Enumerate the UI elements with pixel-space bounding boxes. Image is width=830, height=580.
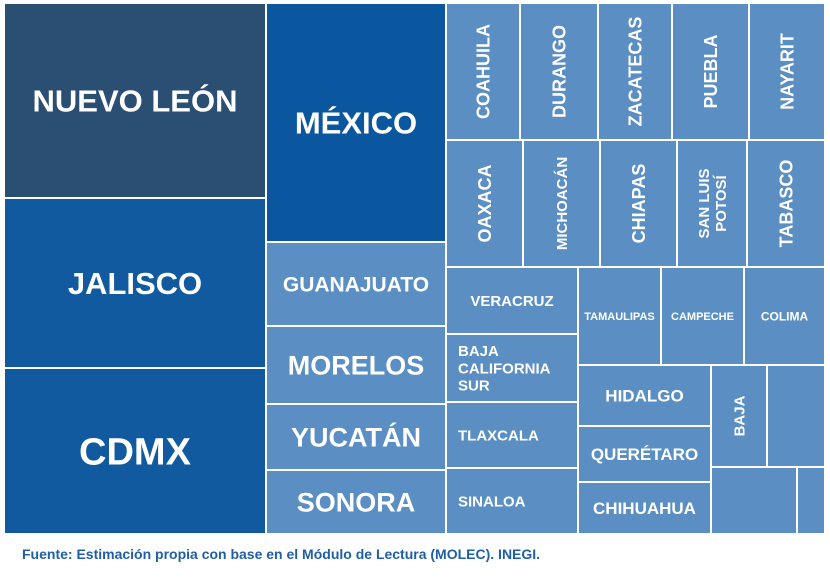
treemap-rect-unlabeled-25 [766, 364, 826, 468]
treemap-cell-unlabeled-25 [766, 364, 826, 468]
treemap-cell-unlabeled-31 [796, 466, 826, 535]
treemap-rect-baja-california-sur [445, 333, 579, 403]
treemap-rect-chihuahua [577, 481, 712, 535]
treemap-rect-queretaro [577, 425, 712, 483]
treemap-label-sinaloa: SINALOA [458, 493, 526, 510]
treemap-label-chihuahua: CHIHUAHUA [593, 499, 696, 518]
treemap-label-campeche: CAMPECHE [671, 311, 734, 323]
treemap-cell-sonora: SONORA [265, 469, 447, 535]
treemap-cell-hidalgo: HIDALGO [577, 364, 712, 427]
treemap-label-san-luis-potosi: SAN LUISPOTOSÍ [696, 168, 730, 238]
treemap-rect-san-luis-potosi [676, 139, 748, 268]
treemap-rect-campeche [660, 266, 745, 366]
treemap-cell-campeche: CAMPECHE [660, 266, 745, 366]
treemap-rect-mexico [265, 2, 447, 243]
treemap-cell-colima: COLIMA [743, 266, 826, 366]
treemap-cell-cdmx: CDMX [3, 367, 267, 535]
treemap-rect-colima [743, 266, 826, 366]
treemap-cell-yucatan: YUCATÁN [265, 403, 447, 471]
treemap-label-guanajuato: GUANAJUATO [283, 274, 429, 297]
treemap-cell-nayarit: NAYARIT [748, 2, 826, 141]
treemap-rect-tabasco [746, 139, 826, 268]
treemap-label-zacatecas: ZACATECAS [625, 17, 645, 127]
treemap-label-baja: BAJA [731, 395, 748, 436]
treemap-cell-tlaxcala: TLAXCALA [445, 401, 579, 469]
treemap-rect-chiapas [599, 139, 678, 268]
treemap-cell-michoacan: MICHOACÁN [522, 139, 601, 268]
treemap-cell-morelos: MORELOS [265, 325, 447, 405]
treemap-rect-sonora [265, 469, 447, 535]
treemap-label-oaxaca: OAXACA [475, 164, 495, 242]
treemap-label-puebla: PUEBLA [701, 34, 721, 108]
treemap-label-tlaxcala: TLAXCALA [458, 427, 539, 444]
treemap-label-baja-california-sur: BAJA CALIFORNIA SUR [458, 343, 551, 395]
treemap-label-veracruz: VERACRUZ [470, 293, 553, 310]
treemap-cell-tamaulipas: TAMAULIPAS [577, 266, 662, 366]
treemap-rect-sinaloa [445, 467, 579, 535]
treemap-rect-puebla [671, 2, 750, 141]
treemap-rect-jalisco [3, 197, 267, 369]
treemap-cell-chiapas: CHIAPAS [599, 139, 678, 268]
treemap-cell-tabasco: TABASCO [746, 139, 826, 268]
treemap-rect-unlabeled-31 [796, 466, 826, 535]
treemap-rect-morelos [265, 325, 447, 405]
treemap-label-hidalgo: HIDALGO [605, 387, 683, 406]
treemap-label-mexico: MÉXICO [295, 106, 417, 141]
treemap-cell-guanajuato: GUANAJUATO [265, 241, 447, 327]
treemap-label-michoacan: MICHOACÁN [554, 157, 571, 250]
treemap-label-tamaulipas: TAMAULIPAS [584, 311, 654, 323]
treemap-cell-queretaro: QUERÉTARO [577, 425, 712, 483]
treemap-label-nayarit: NAYARIT [777, 33, 797, 110]
treemap-label-colima: COLIMA [761, 309, 809, 323]
treemap-chart: NUEVO LEÓN JALISCO CDMX MÉXICO GUANAJUATO MOR… [3, 2, 826, 535]
treemap-label-tabasco: TABASCO [776, 160, 796, 248]
treemap-label-yucatan: YUCATÁN [291, 422, 421, 453]
treemap-label-durango: DURANGO [549, 25, 569, 118]
treemap-rect-veracruz [445, 266, 579, 335]
treemap-cell-sinaloa: SINALOA [445, 467, 579, 535]
treemap-label-queretaro: QUERÉTARO [591, 445, 698, 464]
treemap-cell-puebla: PUEBLA [671, 2, 750, 141]
treemap-rect-nuevo-leon [3, 2, 267, 199]
treemap-cell-san-luis-potosi: SAN LUISPOTOSÍ [676, 139, 748, 268]
treemap-cell-mexico: MÉXICO [265, 2, 447, 243]
treemap-cell-zacatecas: ZACATECAS [597, 2, 673, 141]
treemap-cell-jalisco: JALISCO [3, 197, 267, 369]
treemap-cell-durango: DURANGO [519, 2, 599, 141]
treemap-rect-cdmx [3, 367, 267, 535]
treemap-label-cdmx: CDMX [79, 432, 192, 474]
treemap-cell-nuevo-leon: NUEVO LEÓN [3, 2, 267, 199]
treemap-rect-tamaulipas [577, 266, 662, 366]
treemap-rect-oaxaca [445, 139, 524, 268]
treemap-cell-baja: BAJA [710, 364, 768, 468]
treemap-rect-tlaxcala [445, 401, 579, 469]
treemap-label-nuevo-leon: NUEVO LEÓN [33, 83, 238, 119]
treemap-label-morelos: MORELOS [288, 351, 425, 381]
treemap-label-jalisco: JALISCO [68, 266, 202, 301]
treemap-cell-chihuahua: CHIHUAHUA [577, 481, 712, 535]
treemap-rect-durango [519, 2, 599, 141]
treemap-cell-unlabeled-30 [710, 466, 798, 535]
treemap-cell-oaxaca: OAXACA [445, 139, 524, 268]
treemap-rect-baja [710, 364, 768, 468]
treemap-cell-coahuila: COAHUILA [445, 2, 521, 141]
treemap-label-sonora: SONORA [297, 488, 416, 518]
treemap-label-chiapas: CHIAPAS [629, 164, 649, 244]
treemap-cell-veracruz: VERACRUZ [445, 266, 579, 335]
treemap-cell-baja-california-sur: BAJA CALIFORNIA SUR [445, 333, 579, 403]
treemap-rect-unlabeled-30 [710, 466, 798, 535]
treemap-label-coahuila: COAHUILA [473, 24, 493, 119]
source-note: Fuente: Estimación propia con base en el… [22, 546, 541, 562]
